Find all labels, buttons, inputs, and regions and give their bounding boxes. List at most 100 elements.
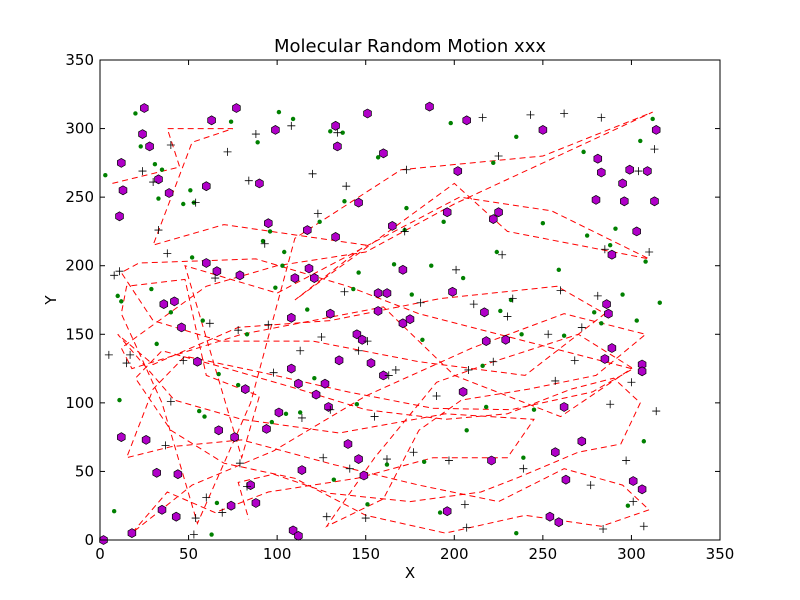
dot-point bbox=[283, 411, 289, 417]
molecule-point bbox=[625, 164, 634, 175]
dot-point bbox=[156, 196, 161, 201]
dot-point bbox=[480, 363, 485, 369]
dot-point bbox=[441, 219, 446, 225]
cross-point bbox=[382, 455, 391, 464]
dot-point bbox=[464, 428, 469, 433]
cross-point bbox=[115, 267, 124, 276]
dot-point bbox=[638, 138, 643, 144]
molecule-point bbox=[382, 288, 392, 299]
cross-point bbox=[606, 400, 615, 409]
dot-point bbox=[498, 308, 503, 314]
dot-point bbox=[521, 455, 526, 460]
cross-point bbox=[244, 176, 253, 185]
molecule-point bbox=[127, 528, 137, 539]
molecule-point bbox=[246, 480, 255, 491]
cross-point bbox=[489, 357, 498, 366]
molecule-point bbox=[154, 174, 163, 185]
cross-point bbox=[593, 291, 602, 300]
y-tick-label: 200 bbox=[65, 257, 94, 275]
dot-point bbox=[650, 116, 655, 122]
dot-point bbox=[607, 242, 613, 248]
dot-point bbox=[340, 130, 345, 135]
cross-point bbox=[287, 121, 296, 130]
dot-point bbox=[133, 111, 138, 116]
molecule-point bbox=[343, 439, 353, 449]
molecule-point bbox=[398, 318, 408, 329]
cross-point bbox=[400, 227, 409, 236]
cross-point bbox=[110, 271, 119, 280]
molecule-point bbox=[320, 378, 330, 389]
cross-point bbox=[308, 169, 317, 178]
dot-point bbox=[657, 300, 662, 305]
cross-point bbox=[556, 286, 565, 295]
dot-point bbox=[276, 109, 282, 115]
molecule-point bbox=[405, 314, 415, 325]
molecule-point bbox=[207, 115, 216, 126]
molecule-point bbox=[650, 196, 659, 207]
cross-point bbox=[627, 378, 636, 387]
dot-point bbox=[328, 129, 333, 134]
y-tick-label: 50 bbox=[75, 462, 94, 480]
molecule-point bbox=[545, 511, 555, 522]
cross-point bbox=[645, 248, 654, 256]
cross-point bbox=[126, 350, 135, 359]
cross-point bbox=[333, 128, 342, 137]
cross-point bbox=[122, 359, 131, 368]
cross-point bbox=[345, 464, 354, 473]
cross-point bbox=[163, 249, 172, 258]
molecule-point bbox=[164, 188, 174, 198]
molecule-point bbox=[334, 355, 344, 366]
cross-point bbox=[599, 525, 608, 534]
dot-point bbox=[216, 371, 221, 377]
cross-point bbox=[629, 497, 638, 506]
dot-point bbox=[375, 155, 381, 160]
molecule-point bbox=[310, 273, 319, 284]
dot-point bbox=[202, 414, 207, 419]
dot-point bbox=[634, 318, 639, 323]
molecule-point bbox=[462, 115, 471, 126]
dot-point bbox=[244, 332, 250, 337]
dot-point bbox=[584, 233, 590, 238]
molecule-point bbox=[262, 423, 271, 434]
molecule-point bbox=[442, 506, 452, 517]
molecule-point bbox=[618, 178, 627, 189]
molecule-point bbox=[294, 378, 303, 389]
molecule-point bbox=[303, 225, 312, 236]
dot-point bbox=[312, 375, 317, 381]
cross-point bbox=[370, 412, 379, 421]
cross-point bbox=[469, 300, 478, 309]
dot-point bbox=[519, 332, 524, 337]
molecule-point bbox=[554, 517, 564, 528]
molecule-point bbox=[373, 288, 383, 299]
molecule-point bbox=[311, 389, 321, 400]
cross-point bbox=[600, 245, 609, 254]
dot-point bbox=[115, 293, 120, 299]
molecule-point bbox=[214, 425, 223, 436]
molecule-point bbox=[288, 525, 298, 536]
cross-point bbox=[544, 330, 553, 339]
dot-point bbox=[214, 500, 220, 506]
cross-point bbox=[179, 356, 188, 365]
cross-point bbox=[551, 376, 560, 385]
cross-point bbox=[138, 167, 147, 176]
dot-point bbox=[305, 307, 310, 312]
molecule-point bbox=[453, 166, 463, 177]
molecule-point bbox=[593, 153, 603, 164]
dot-point bbox=[356, 270, 361, 275]
cross-point bbox=[317, 333, 326, 342]
cross-point bbox=[402, 165, 411, 174]
cross-point bbox=[639, 522, 648, 531]
cross-point bbox=[251, 130, 260, 139]
molecule-point bbox=[607, 343, 617, 353]
cross-point bbox=[652, 407, 661, 416]
molecule-point bbox=[487, 455, 496, 466]
y-tick-label: 250 bbox=[65, 188, 94, 206]
cross-point bbox=[319, 453, 328, 462]
cross-point bbox=[391, 365, 400, 374]
molecule-point bbox=[202, 181, 211, 192]
dot-point bbox=[643, 259, 648, 264]
dot-point bbox=[491, 160, 496, 166]
path-layer bbox=[112, 111, 653, 534]
dot-point bbox=[117, 397, 122, 403]
